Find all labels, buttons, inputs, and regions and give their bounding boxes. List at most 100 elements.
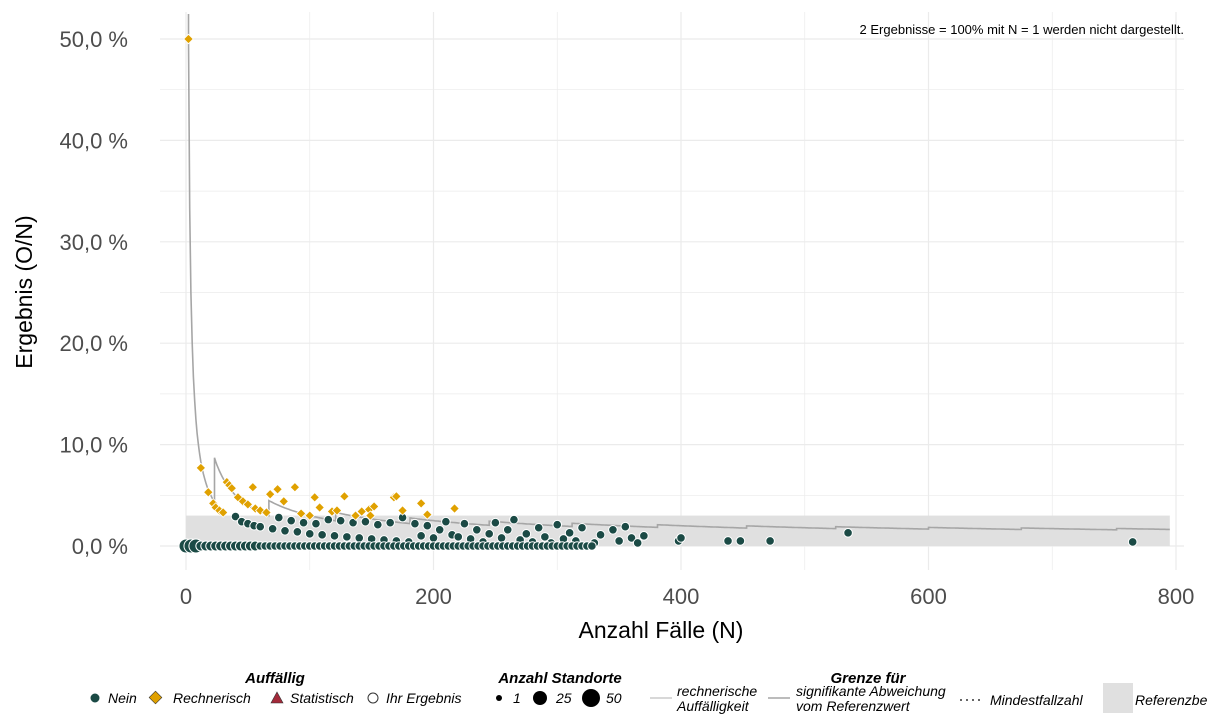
point-nein [459, 518, 470, 529]
point-nein [434, 524, 445, 535]
legend-key-rechnerisch [148, 690, 163, 705]
point-nein [348, 517, 358, 528]
x-tick-label: 800 [1158, 584, 1195, 609]
point-rechnerisch [368, 501, 380, 512]
point-nein [441, 516, 451, 527]
point-rechnerisch [339, 491, 350, 502]
point-nein [587, 541, 597, 551]
y-tick-label: 50,0 % [60, 27, 129, 52]
point-rechnerisch [449, 503, 460, 514]
legend-label-signifikant-1: signifikante Abweichung [796, 683, 946, 699]
note: 2 Ergebnisse = 100% mit N = 1 werden nic… [860, 22, 1184, 37]
point-rechnerisch [295, 508, 307, 519]
point-rechnerisch [203, 487, 214, 498]
point-nein [342, 532, 352, 542]
point-rechnerisch [422, 509, 433, 520]
point-rechnerisch [331, 505, 343, 516]
legend-label-nein: Nein [108, 690, 137, 706]
x-tick-label: 0 [180, 584, 192, 609]
point-rechnerisch [195, 462, 207, 474]
point-nein [1127, 537, 1138, 547]
point-rechnerisch [350, 510, 361, 521]
point-rechnerisch [391, 491, 402, 502]
significance-curve [187, 14, 1170, 531]
point-nein [632, 538, 643, 548]
legend-key-nein [89, 692, 101, 704]
legend-size-25 [533, 691, 547, 705]
point-nein [280, 525, 290, 536]
point-nein [595, 530, 606, 540]
point-nein [286, 515, 296, 526]
point-rechnerisch [261, 507, 272, 518]
points-rechnerisch [183, 33, 460, 521]
point-rechnerisch [314, 502, 325, 513]
point-nein [335, 515, 346, 526]
point-nein [428, 533, 439, 543]
point-nein [292, 527, 303, 537]
legend-label-signifikant-2: vom Referenzwert [796, 698, 911, 714]
point-nein [410, 518, 420, 529]
point-nein [639, 531, 649, 541]
legend-label-ihr-ergebnis: Ihr Ergebnis [386, 690, 461, 706]
point-nein [577, 522, 587, 533]
grid [160, 12, 1184, 570]
legend-label-size-50: 50 [606, 690, 622, 706]
point-nein [509, 514, 519, 525]
point-rechnerisch [365, 510, 376, 521]
point-nein [416, 531, 426, 541]
x-tick-label: 400 [663, 584, 700, 609]
legend: Auffällig Nein Rechnerisch Statistisch I… [89, 670, 1208, 714]
legend-key-statistisch [270, 691, 284, 704]
point-rechnerisch [415, 498, 427, 509]
x-tick-labels: 0 200 400 600 800 [180, 584, 1194, 609]
point-nein [354, 533, 365, 543]
point-nein [311, 518, 321, 529]
point-rechnerisch [278, 496, 289, 507]
point-nein [255, 521, 266, 532]
legend-label-size-25: 25 [555, 690, 572, 706]
legend-label-rechnerisch: Rechnerisch [173, 690, 251, 706]
point-nein [552, 519, 563, 530]
point-nein [843, 528, 853, 538]
point-nein [373, 519, 383, 530]
legend-label-mindestfallzahl: Mindestfallzahl [990, 692, 1083, 708]
point-rechnerisch [356, 506, 367, 517]
point-nein [614, 536, 624, 546]
point-nein [230, 511, 241, 522]
point-rechnerisch [264, 489, 276, 500]
points-nein [230, 511, 1138, 548]
point-nein [422, 520, 433, 531]
point-nein [676, 533, 686, 543]
point-nein [317, 530, 327, 540]
y-tick-label: 10,0 % [60, 433, 129, 458]
point-rechnerisch [397, 505, 408, 516]
point-rechnerisch [183, 33, 194, 45]
point-nein [502, 524, 513, 535]
point-nein [360, 516, 371, 527]
point-nein [329, 531, 340, 541]
point-nein [540, 532, 550, 542]
point-nein [484, 529, 494, 539]
point-nein [304, 529, 315, 539]
legend-label-referenzbereich: Referenzbe [1135, 692, 1208, 708]
y-tick-labels: 0,0 % 10,0 % 20,0 % 30,0 % 40,0 % 50,0 % [60, 27, 129, 559]
significance-curve-line [187, 14, 1170, 531]
point-rechnerisch [247, 481, 259, 493]
point-nein [765, 536, 775, 546]
y-tick-label: 20,0 % [60, 331, 129, 356]
y-tick-label: 40,0 % [60, 128, 129, 153]
point-rechnerisch [217, 507, 229, 518]
x-tick-label: 600 [910, 584, 947, 609]
point-nein [723, 536, 733, 546]
legend-label-statistisch: Statistisch [290, 690, 354, 706]
legend-label-rechnerische-1: rechnerische [677, 683, 757, 699]
point-nein [735, 536, 746, 546]
x-tick-label: 200 [415, 584, 452, 609]
point-nein [453, 532, 464, 542]
point-rechnerisch [226, 482, 238, 494]
x-axis-title: Anzahl Fälle (N) [579, 617, 744, 643]
legend-title-grenze-fuer: Grenze für [830, 670, 906, 687]
point-rechnerisch [289, 481, 301, 493]
point-nein [298, 517, 309, 528]
